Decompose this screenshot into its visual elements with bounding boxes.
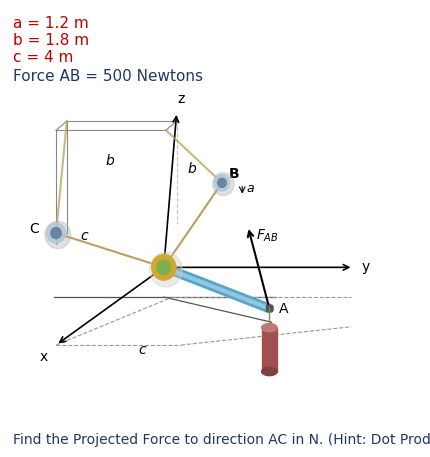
Circle shape <box>217 178 226 187</box>
Text: a = 1.2 m: a = 1.2 m <box>13 16 89 31</box>
Circle shape <box>46 223 65 243</box>
Text: c = 4 m: c = 4 m <box>13 50 73 65</box>
Circle shape <box>149 252 182 287</box>
Circle shape <box>157 260 170 275</box>
Text: C: C <box>29 223 39 236</box>
Text: z: z <box>177 92 184 106</box>
Circle shape <box>51 228 61 239</box>
Text: c: c <box>138 343 146 357</box>
Text: A: A <box>279 302 288 316</box>
Ellipse shape <box>261 324 276 332</box>
Bar <box>261 328 276 372</box>
Circle shape <box>212 173 233 196</box>
Text: Force AB = 500 Newtons: Force AB = 500 Newtons <box>13 69 203 85</box>
Circle shape <box>151 255 175 280</box>
Text: x: x <box>39 350 47 364</box>
Text: b: b <box>105 154 114 169</box>
Text: $F_{AB}$: $F_{AB}$ <box>256 227 279 244</box>
Text: B: B <box>228 167 239 181</box>
Circle shape <box>45 221 71 249</box>
Text: b = 1.8 m: b = 1.8 m <box>13 33 89 48</box>
Text: c: c <box>80 229 88 243</box>
Text: y: y <box>361 260 369 274</box>
Text: b: b <box>187 162 196 176</box>
Text: Find the Projected Force to direction AC in N. (Hint: Dot Product).: Find the Projected Force to direction AC… <box>13 433 430 447</box>
Text: a: a <box>246 182 254 195</box>
Ellipse shape <box>261 367 276 376</box>
Circle shape <box>214 175 229 191</box>
